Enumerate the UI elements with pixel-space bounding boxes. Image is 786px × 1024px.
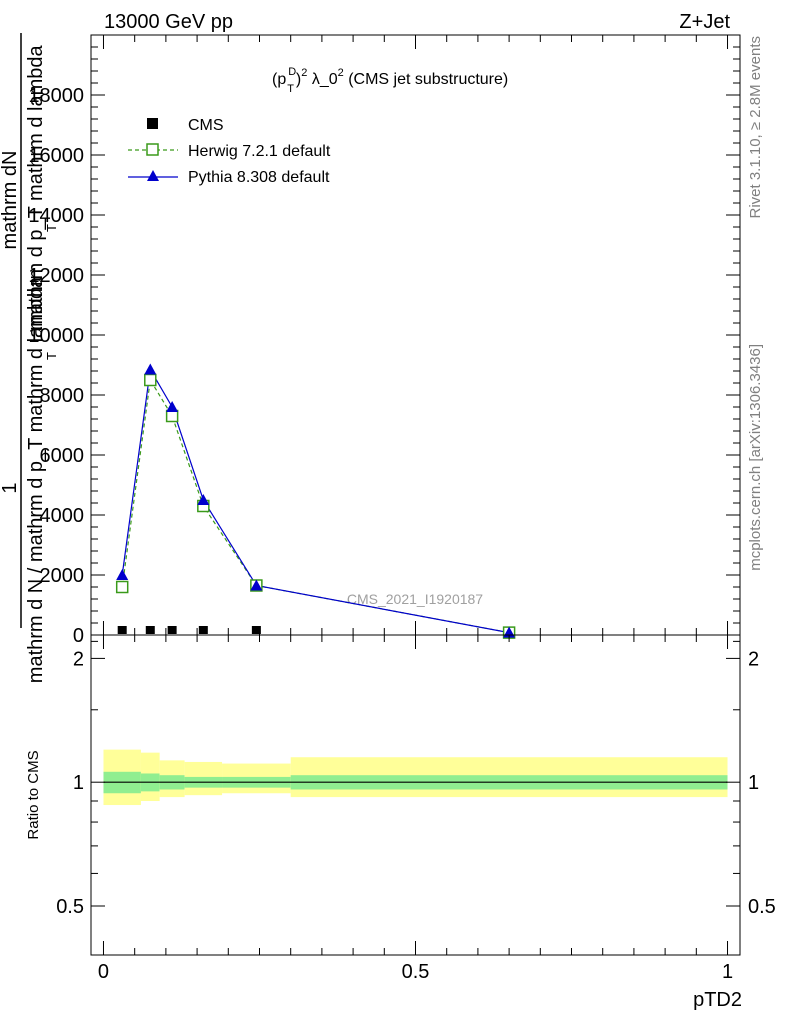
main-ytick-label: 6000 <box>40 445 85 467</box>
main-ytick-label: 0 <box>73 625 84 647</box>
pythia-point <box>197 494 210 505</box>
analysis-watermark: CMS_2021_I1920187 <box>347 591 483 607</box>
main-ylabel: 1 mathrm dN mathrm d p_T mathrm d lambda… <box>0 33 59 683</box>
pythia-point <box>116 569 129 580</box>
legend-cms-marker <box>147 118 158 129</box>
legend-pythia-marker <box>147 170 159 181</box>
ylabel-numerator: mathrm dN <box>0 151 21 250</box>
ratio-ylabel: Ratio to CMS <box>25 750 42 839</box>
cms-point <box>198 626 208 634</box>
main-axis-ticks: 0 2000 4000 6000 8000 10000 12000 14000 16000 180… <box>28 35 740 647</box>
ylabel-subscript-top: T <box>44 224 59 232</box>
ylabel-denominator: mathrm d N / mathrm d p_T mathrm d lambd… <box>25 276 47 683</box>
main-ytick-label: 14000 <box>28 205 84 227</box>
ylabel-one: 1 <box>0 482 21 493</box>
xlabel: pTD2 <box>693 989 742 1011</box>
title-part-5: λ_0 <box>307 71 337 88</box>
herwig-point <box>144 373 157 387</box>
herwig-point <box>115 580 129 594</box>
ylabel-subscript-bottom: T <box>44 352 59 360</box>
ratio-ytick-label-right: 0.5 <box>748 896 776 918</box>
cms-point <box>117 626 127 634</box>
ratio-ytick-label-left: 2 <box>73 648 84 670</box>
main-ytick-label: 2000 <box>40 565 85 587</box>
title-part-7: (CMS jet substructure) <box>344 71 508 88</box>
legend-herwig-label: Herwig 7.2.1 default <box>188 143 331 160</box>
main-ytick-label: 16000 <box>28 145 84 167</box>
cms-point <box>251 626 261 634</box>
ratio-ytick-label-right: 1 <box>748 772 759 794</box>
main-panel: (p D T)2 λ_02 (CMS jet substructure) 1 mat… <box>0 33 741 683</box>
legend-herwig-marker <box>146 143 159 156</box>
title-part-1: D <box>288 66 296 78</box>
main-ytick-label: 4000 <box>40 505 85 527</box>
cms-point <box>167 626 177 634</box>
rivet-version-label: Rivet 3.1.10, ≥ 2.8M events <box>747 36 764 219</box>
pythia-point <box>166 401 179 412</box>
main-title: (p D T)2 λ_02 (CMS jet substructure) <box>272 66 508 95</box>
ratio-axis-ticks: 0.5 0.5 1 1 2 2 0 0.5 1 <box>56 635 776 983</box>
ylabel-denominator-top: mathrm d p_T mathrm d lambda <box>25 44 47 330</box>
ratio-ytick-label-left: 1 <box>73 772 84 794</box>
ratio-ytick-label-left: 0.5 <box>56 896 84 918</box>
ratio-xtick-label: 1 <box>722 961 733 983</box>
pythia-point <box>144 363 157 375</box>
main-ytick-label: 18000 <box>28 85 84 107</box>
title-part-3: ) <box>296 71 301 88</box>
ratio-panel: 0.5 0.5 1 1 2 2 0 0.5 1 Ratio to CMS pTD2 <box>25 634 776 1011</box>
ratio-xtick-label: 0.5 <box>402 961 430 983</box>
main-ytick-label: 8000 <box>40 385 85 407</box>
header-process-label: Z+Jet <box>679 11 730 33</box>
ratio-xtick-label: 0 <box>98 961 109 983</box>
main-ytick-label: 10000 <box>28 325 84 347</box>
pythia-point <box>250 579 263 591</box>
main-series <box>115 363 516 639</box>
ratio-ytick-label-right: 2 <box>748 648 759 670</box>
ratio-bands <box>103 749 728 806</box>
legend-pythia-label: Pythia 8.308 default <box>188 169 330 186</box>
title-part-4: 2 <box>301 67 307 79</box>
legend: CMS Herwig 7.2.1 default Pythia 8.308 de… <box>128 117 331 186</box>
herwig-point <box>165 409 179 423</box>
legend-cms-label: CMS <box>188 117 224 134</box>
title-part-0: (p <box>272 71 286 88</box>
header-energy-label: 13000 GeV pp <box>104 11 233 33</box>
cms-point <box>145 626 155 634</box>
main-ytick-label: 12000 <box>28 265 84 287</box>
mcplots-credit-label: mcplots.cern.ch [arXiv:1306.3436] <box>747 344 764 571</box>
pythia-line <box>121 367 510 634</box>
title-part-6: 2 <box>338 67 344 79</box>
title-part-2: T <box>287 83 294 95</box>
